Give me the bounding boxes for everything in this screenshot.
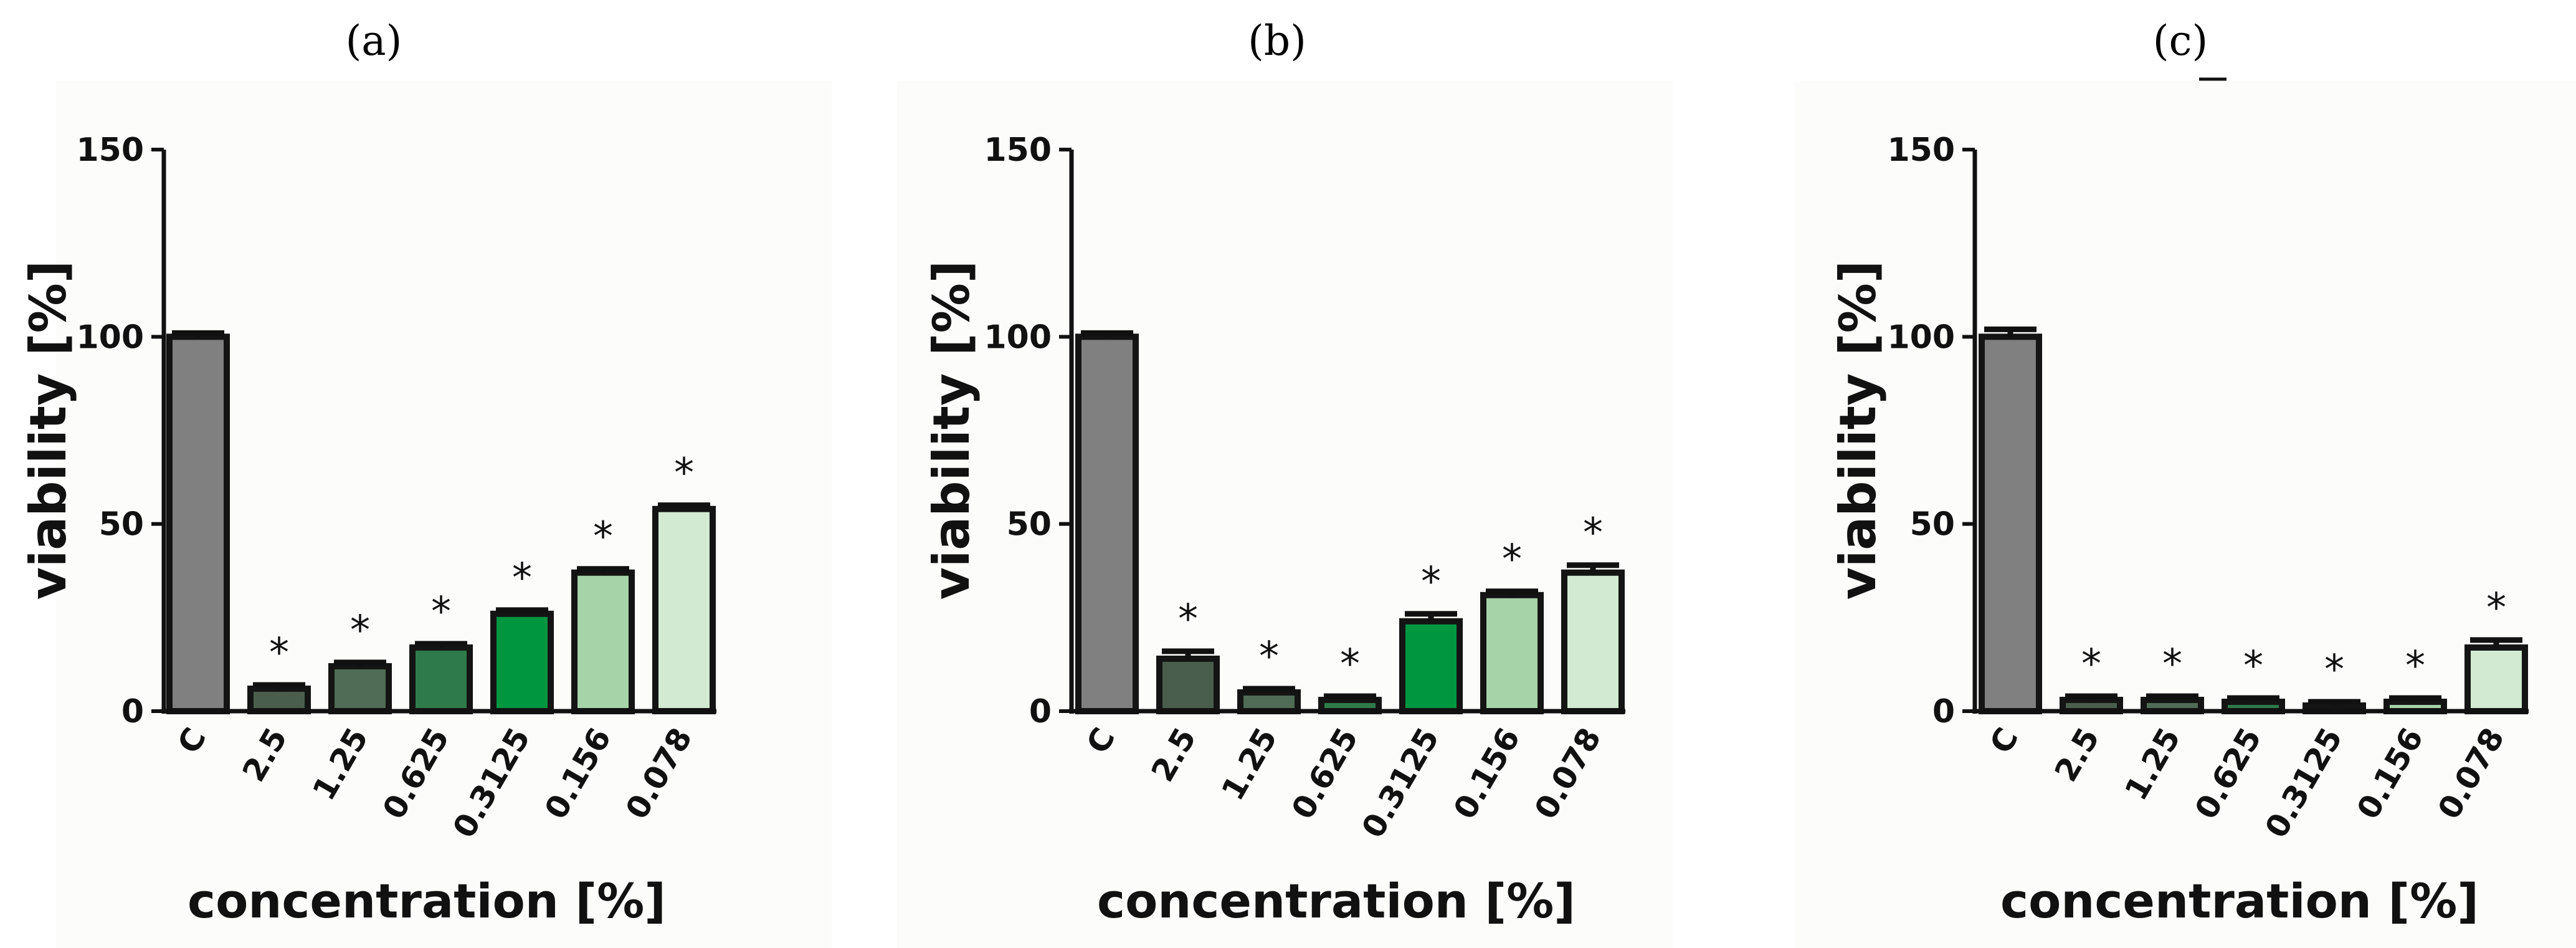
significance-marker: * — [2243, 643, 2263, 689]
panel-background — [1794, 81, 2576, 948]
significance-marker: * — [2486, 585, 2506, 631]
y-tick-label: 150 — [76, 132, 144, 169]
panel-c: (c) 050100150C*2.5*1.25*0.625*0.3125*0.1… — [1794, 17, 2576, 948]
bar-0.3125 — [1399, 618, 1463, 715]
significance-marker: * — [1583, 510, 1603, 557]
significance-marker: * — [2081, 641, 2101, 687]
y-tick-label: 0 — [121, 693, 144, 730]
bar-C — [1979, 333, 2042, 714]
y-tick-label: 0 — [1932, 693, 1955, 730]
bar-2.5 — [247, 685, 311, 714]
y-tick-label: 100 — [76, 318, 144, 356]
bar-0.078 — [652, 505, 716, 714]
panel-a: (a) 050100150C*2.5*1.25*0.625*0.3125*0.1… — [19, 17, 832, 948]
bar-0.078 — [2464, 644, 2528, 715]
y-axis-title: viability [%] — [923, 261, 981, 600]
bar-1.25 — [328, 663, 392, 715]
bar-C — [166, 333, 230, 714]
significance-marker: * — [1340, 641, 1360, 687]
panel-label: (b) — [1248, 17, 1306, 65]
x-axis-title: concentration [%] — [2000, 873, 2479, 929]
y-tick-label: 50 — [1007, 506, 1052, 543]
panel-label: (c) — [2153, 17, 2208, 65]
significance-marker: * — [512, 555, 532, 601]
significance-marker: * — [593, 514, 613, 560]
significance-marker: * — [350, 608, 370, 654]
bar-0.156 — [1480, 591, 1544, 714]
significance-marker: * — [2162, 641, 2182, 687]
bar-0.156 — [571, 569, 635, 715]
y-tick-label: 50 — [99, 506, 144, 543]
y-tick-label: 0 — [1029, 693, 1052, 730]
significance-marker: * — [269, 630, 289, 676]
significance-marker: * — [2405, 643, 2425, 689]
panel-background — [897, 81, 1673, 948]
significance-marker: * — [2324, 647, 2344, 693]
significance-marker: * — [1502, 537, 1522, 583]
panel-b: (b) 050100150C*2.5*1.25*0.625*0.3125*0.1… — [897, 17, 1673, 948]
significance-marker: * — [1259, 634, 1279, 680]
bar-C — [1075, 333, 1139, 714]
significance-marker: * — [1178, 596, 1198, 643]
bar-0.078 — [1561, 569, 1625, 715]
bar-0.3125 — [490, 610, 554, 714]
bar-2.5 — [1156, 655, 1220, 714]
y-tick-label: 100 — [984, 318, 1052, 356]
y-axis-title: viability [%] — [1829, 261, 1887, 600]
significance-marker: * — [674, 451, 694, 497]
y-tick-label: 50 — [1910, 506, 1955, 543]
y-tick-label: 100 — [1887, 318, 1955, 356]
y-axis-title: viability [%] — [19, 261, 77, 600]
bar-1.25 — [1237, 689, 1301, 715]
panel-label: (a) — [346, 17, 402, 65]
significance-marker: * — [431, 589, 451, 635]
significance-marker: * — [1421, 559, 1441, 605]
x-axis-title: concentration [%] — [188, 873, 666, 929]
y-tick-label: 150 — [1887, 132, 1955, 169]
y-tick-label: 150 — [984, 132, 1052, 169]
x-axis-title: concentration [%] — [1097, 873, 1576, 929]
bar-0.625 — [409, 644, 473, 715]
